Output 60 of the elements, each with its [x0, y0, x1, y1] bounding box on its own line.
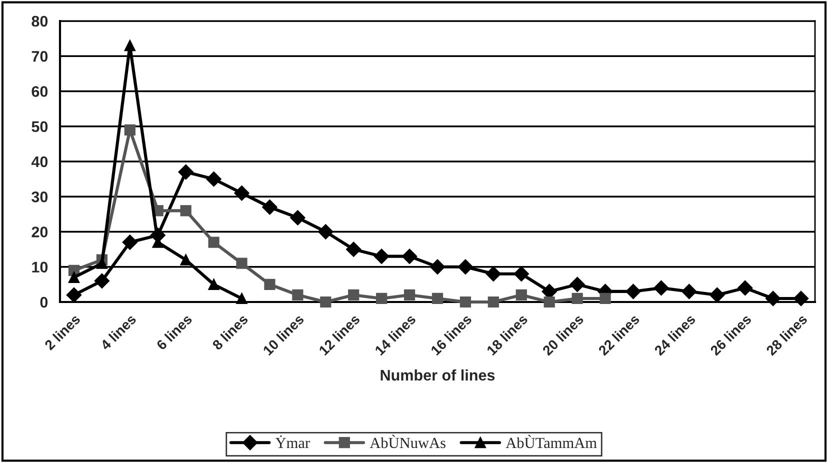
point [432, 292, 444, 304]
point [600, 292, 611, 304]
point [376, 292, 388, 304]
point [124, 124, 136, 136]
point [402, 248, 418, 264]
point [124, 40, 136, 52]
point [96, 258, 108, 269]
point [570, 276, 585, 292]
point [68, 272, 80, 283]
point [458, 259, 474, 274]
point [178, 164, 194, 180]
point [122, 234, 138, 250]
point [206, 171, 222, 187]
point [488, 296, 499, 308]
point [290, 210, 306, 226]
point [208, 278, 220, 290]
y-tick-label: 80 [32, 16, 48, 27]
point [264, 278, 276, 290]
point [544, 296, 555, 308]
legend-label: Ẏmar [275, 435, 310, 448]
point [404, 289, 416, 301]
point [320, 296, 332, 308]
point [514, 266, 529, 282]
point [94, 273, 110, 288]
point [765, 290, 781, 306]
point [346, 242, 362, 257]
y-tick-label: 40 [31, 156, 48, 168]
y-tick-label: 30 [32, 191, 48, 202]
point [626, 284, 641, 300]
point [793, 290, 809, 306]
point [654, 280, 669, 296]
point [374, 248, 390, 264]
point [180, 205, 192, 216]
point [572, 292, 583, 304]
x-axis-title: Number of lines [380, 369, 495, 381]
point [738, 280, 753, 296]
legend-label: AbÙNuwAs [370, 434, 446, 448]
y-tick-label: 60 [32, 86, 48, 97]
point [430, 259, 446, 274]
point [318, 224, 334, 240]
y-tick-label: 10 [32, 262, 48, 273]
point [234, 186, 250, 201]
point [236, 292, 248, 304]
y-tick-label: 70 [32, 50, 48, 62]
y-tick-label: 0 [40, 296, 48, 308]
point [180, 254, 192, 266]
point [236, 258, 248, 269]
point [710, 287, 725, 303]
point [682, 284, 697, 300]
point [486, 266, 501, 282]
point [208, 236, 220, 248]
point [292, 289, 304, 301]
point [460, 296, 472, 308]
point [262, 200, 278, 215]
point [516, 289, 527, 301]
y-tick-label: 50 [32, 121, 48, 132]
y-tick-label: 20 [32, 226, 48, 238]
point [348, 289, 360, 301]
point [66, 287, 82, 303]
legend-label: AbÙTammAm [506, 434, 597, 448]
